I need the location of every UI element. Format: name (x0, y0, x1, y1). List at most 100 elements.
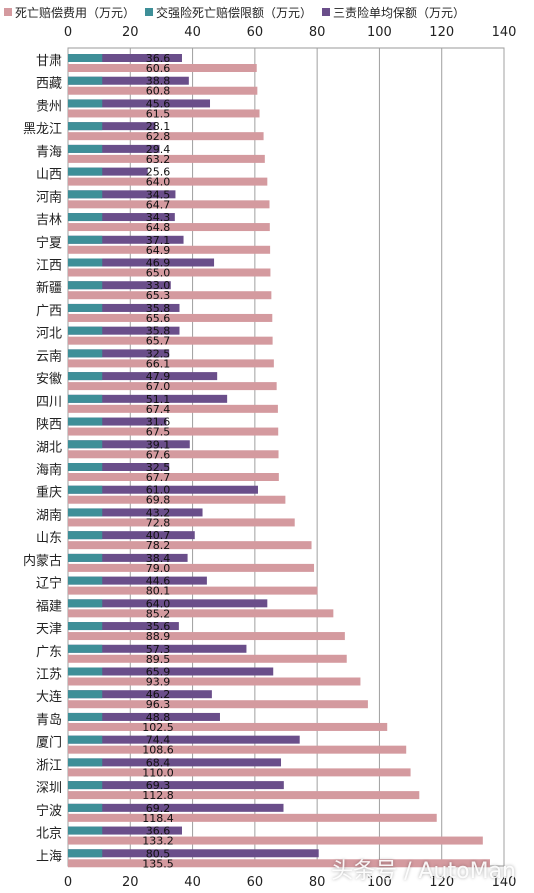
bar-third-party (68, 463, 170, 471)
value-label-death-compensation: 67.4 (146, 403, 171, 416)
bar-compulsory-limit (68, 440, 103, 449)
bar-third-party (68, 190, 176, 199)
value-label-third-party: 39.1 (146, 438, 171, 451)
bar-death-compensation (68, 768, 411, 777)
category-label: 黑龙江 (23, 122, 62, 137)
bar-compulsory-limit (68, 54, 103, 62)
value-label-death-compensation: 62.8 (146, 130, 171, 143)
bar-compulsory-limit (68, 417, 103, 426)
x-tick-label-top: 80 (309, 25, 326, 40)
category-label: 甘肃 (36, 54, 62, 69)
bar-third-party (68, 576, 207, 585)
value-label-death-compensation: 133.2 (142, 835, 174, 848)
legend-item-death-compensation: 死亡赔偿费用（万元） (4, 4, 135, 21)
value-label-death-compensation: 93.9 (146, 676, 171, 689)
category-label: 北京 (36, 827, 62, 842)
category-label: 天津 (36, 622, 62, 637)
value-label-third-party: 48.8 (146, 711, 171, 724)
bar-death-compensation (68, 359, 274, 368)
category-label: 宁夏 (36, 235, 62, 251)
bar-third-party (68, 213, 175, 222)
bar-death-compensation (68, 336, 273, 345)
bar-compulsory-limit (68, 553, 103, 562)
value-label-death-compensation: 64.7 (146, 198, 171, 211)
legend-label: 三责险单均保额（万元） (333, 5, 466, 20)
value-label-death-compensation: 88.9 (146, 630, 171, 643)
bar-compulsory-limit (68, 735, 103, 744)
bar-compulsory-limit (68, 531, 103, 540)
category-label: 陕西 (36, 418, 62, 433)
bar-third-party (68, 144, 160, 153)
legend-item-compulsory-limit: 交强险死亡赔偿限额（万元） (145, 4, 312, 21)
bar-death-compensation (68, 541, 312, 550)
value-label-death-compensation: 65.3 (146, 289, 171, 302)
category-label: 西藏 (36, 77, 62, 92)
value-label-third-party: 68.4 (146, 756, 171, 769)
category-label: 吉林 (36, 213, 62, 228)
category-label: 河南 (36, 189, 62, 205)
bar-death-compensation (68, 632, 345, 641)
category-label: 内蒙古 (23, 553, 62, 569)
x-tick-label-top: 60 (247, 25, 264, 40)
value-label-third-party: 47.9 (146, 370, 171, 383)
bar-third-party (68, 440, 190, 449)
category-label: 湖南 (36, 507, 62, 523)
value-label-death-compensation: 96.3 (146, 698, 171, 711)
category-label: 深圳 (36, 781, 62, 796)
bar-compulsory-limit (68, 803, 103, 812)
value-label-third-party: 28.1 (146, 120, 171, 133)
bar-death-compensation (68, 859, 490, 868)
bar-third-party (68, 326, 180, 335)
category-label: 河北 (36, 327, 62, 342)
bar-compulsory-limit (68, 485, 103, 494)
value-label-third-party: 34.5 (146, 188, 171, 201)
bar-compulsory-limit (68, 122, 103, 131)
bar-death-compensation (68, 586, 318, 595)
value-label-death-compensation: 80.1 (146, 585, 171, 598)
value-label-death-compensation: 110.0 (142, 766, 174, 779)
value-label-third-party: 31.6 (146, 416, 171, 429)
value-label-death-compensation: 65.6 (146, 312, 171, 325)
x-tick-label-top: 0 (64, 25, 72, 40)
category-label: 云南 (36, 348, 62, 364)
bar-third-party (68, 849, 319, 858)
value-label-third-party: 35.8 (146, 325, 171, 338)
value-label-third-party: 25.6 (146, 166, 171, 179)
bar-third-party (68, 690, 212, 699)
x-tick-label-top: 120 (429, 25, 454, 40)
value-label-death-compensation: 67.6 (146, 448, 171, 461)
bar-third-party (68, 417, 167, 426)
value-label-death-compensation: 102.5 (142, 721, 174, 734)
bar-death-compensation (68, 495, 286, 504)
bar-death-compensation (68, 700, 368, 709)
value-label-death-compensation: 69.8 (146, 494, 171, 507)
value-label-death-compensation: 118.4 (142, 812, 174, 825)
legend-label: 死亡赔偿费用（万元） (15, 5, 136, 20)
category-label: 福建 (36, 599, 62, 614)
bar-death-compensation (68, 154, 265, 163)
bar-third-party (68, 394, 228, 403)
bar-death-compensation (68, 200, 270, 209)
bar-compulsory-limit (68, 99, 103, 108)
bar-third-party (68, 485, 258, 494)
value-label-third-party: 43.2 (146, 506, 171, 519)
value-label-death-compensation: 64.9 (146, 244, 171, 257)
category-label: 湖北 (36, 440, 62, 455)
value-label-third-party: 74.4 (146, 734, 171, 747)
value-label-death-compensation: 67.5 (146, 426, 171, 439)
value-label-death-compensation: 85.2 (146, 607, 171, 620)
bar-compulsory-limit (68, 349, 103, 358)
value-label-death-compensation: 112.8 (142, 789, 174, 802)
bar-third-party (68, 622, 179, 631)
category-label: 辽宁 (36, 576, 62, 592)
legend: 死亡赔偿费用（万元） 交强险死亡赔偿限额（万元） 三责险单均保额（万元） (0, 2, 534, 22)
value-label-third-party: 32.5 (146, 461, 171, 474)
bar-death-compensation (68, 245, 271, 254)
x-tick-label-bottom: 120 (429, 875, 454, 890)
bar-death-compensation (68, 64, 257, 72)
category-label: 宁波 (36, 803, 62, 819)
bar-death-compensation (68, 427, 279, 436)
bar-compulsory-limit (68, 144, 103, 153)
bar-death-compensation (68, 677, 361, 686)
bar-compulsory-limit (68, 781, 103, 790)
